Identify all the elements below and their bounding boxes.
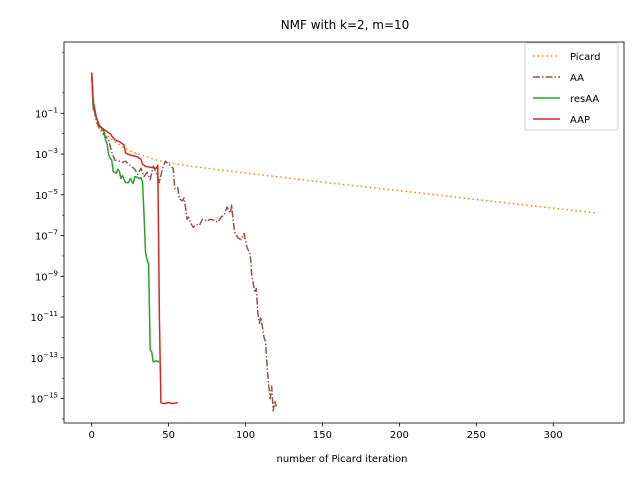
y-tick-label: 10−11: [30, 310, 58, 324]
x-tick-label: 50: [162, 430, 175, 441]
x-tick-label: 250: [467, 430, 486, 441]
x-tick-label: 0: [89, 430, 95, 441]
y-tick-label: 10−5: [35, 188, 58, 202]
legend-box: [524, 42, 619, 131]
legend-label-resaa: resAA: [570, 94, 599, 105]
legend-label-aap: AAP: [570, 115, 590, 126]
chart-title: NMF with k=2, m=10: [281, 18, 410, 32]
x-tick-label: 300: [544, 430, 563, 441]
y-tick-label: 10−1: [35, 106, 58, 120]
y-tick-label: 10−9: [35, 269, 58, 283]
x-tick-label: 150: [313, 430, 332, 441]
x-axis-label: number of Picard iteration: [277, 454, 408, 465]
y-tick-label: 10−7: [35, 229, 58, 243]
axes-frame: [63, 41, 625, 424]
y-axis: 10−1 10−3 10−5 10−7 10−9 10−11 10−13 10−15: [30, 51, 64, 420]
y-tick-label: 10−13: [30, 351, 58, 365]
x-tick-label: 100: [236, 430, 255, 441]
x-tick-label: 200: [390, 430, 409, 441]
legend: Picard AA resAA AAP: [524, 42, 619, 131]
series-line-resaa: [90, 72, 160, 363]
legend-label-picard: Picard: [570, 52, 601, 63]
y-tick-label: 10−15: [30, 392, 58, 406]
x-axis: 0 50 100 150 200 250 300: [89, 423, 563, 441]
legend-label-aa: AA: [570, 73, 584, 84]
series-line-aap: [90, 72, 178, 405]
series-line-aa: [90, 72, 278, 412]
plot-area: [63, 41, 625, 424]
y-tick-label: 10−3: [35, 147, 58, 161]
